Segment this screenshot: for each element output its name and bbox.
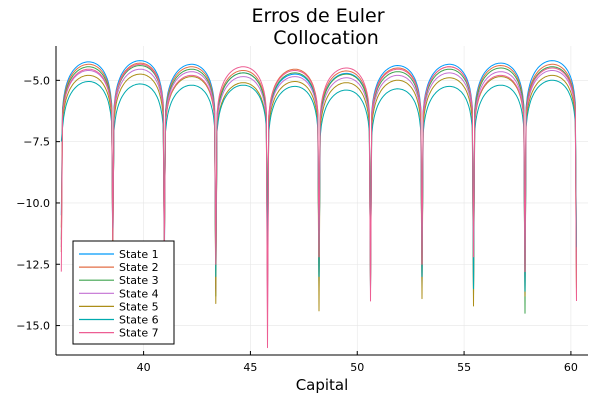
axes xyxy=(55,46,588,356)
x-tick-label: 50 xyxy=(350,361,364,374)
series-lines xyxy=(60,60,577,349)
legend-label: State 6 xyxy=(119,314,159,327)
y-tick-label: −10.0 xyxy=(16,197,50,210)
tick-labels: 40 45 50 55 60 −5.0 −7.5 −10.0 −12.5 −15.0 xyxy=(16,74,578,374)
legend-label: State 5 xyxy=(119,300,159,313)
series-line-7 xyxy=(60,63,577,349)
x-tick-label: 45 xyxy=(243,361,257,374)
legend-label: State 4 xyxy=(119,287,159,300)
legend-label: State 1 xyxy=(119,248,159,261)
x-tick-label: 60 xyxy=(564,361,578,374)
legend-label: State 3 xyxy=(119,274,159,287)
legend-label: State 7 xyxy=(119,327,159,340)
legend-box xyxy=(72,240,175,345)
x-tick-label: 40 xyxy=(137,361,151,374)
chart-title: Erros de Euler xyxy=(251,5,384,27)
y-tick-label: −5.0 xyxy=(23,74,50,87)
y-tick-label: −12.5 xyxy=(16,258,50,271)
x-tick-label: 55 xyxy=(457,361,471,374)
legend-label: State 2 xyxy=(119,261,159,274)
series-line-6 xyxy=(60,79,577,292)
y-tick-label: −7.5 xyxy=(23,136,50,149)
y-tick-label: −15.0 xyxy=(16,320,50,333)
x-axis-label: Capital xyxy=(296,376,349,394)
chart-subtitle: Collocation xyxy=(273,27,379,49)
series-line-5 xyxy=(60,73,577,312)
